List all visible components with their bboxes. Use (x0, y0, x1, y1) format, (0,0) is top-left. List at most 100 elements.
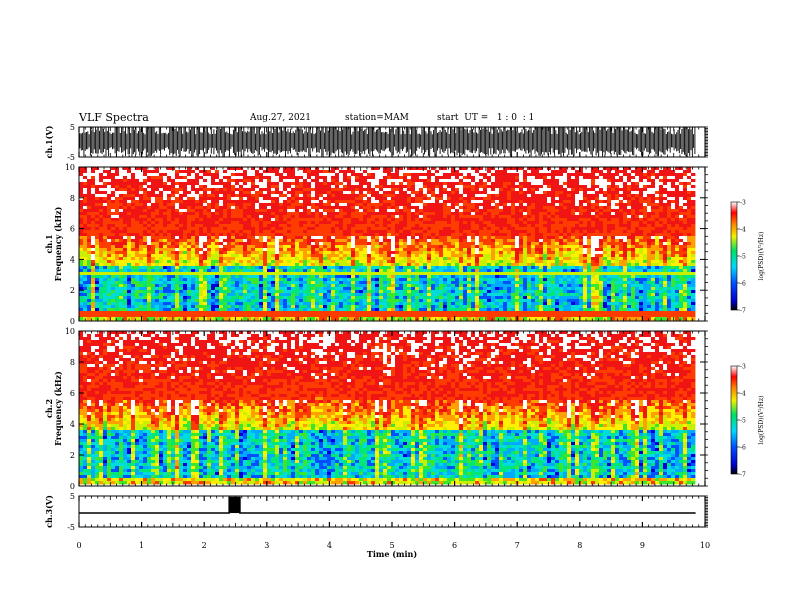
spectrogram-cell (423, 236, 428, 240)
spectrogram-cell (299, 194, 304, 198)
spectrogram-cell (391, 188, 396, 192)
spectrogram-cell (155, 179, 160, 183)
spectrogram-cell (83, 227, 88, 231)
spectrogram-cell (159, 314, 164, 318)
spectrogram-cell (135, 260, 140, 264)
spectrogram-cell (375, 260, 380, 264)
spectrogram-cell (363, 179, 368, 183)
spectrogram-cell (307, 287, 312, 291)
spectrogram-cell (271, 176, 276, 180)
spectrogram-cell (111, 269, 116, 273)
spectrogram-cell (447, 248, 452, 252)
spectrogram-cell (175, 218, 180, 222)
spectrogram-cell (175, 314, 180, 318)
spectrogram-cell (127, 224, 132, 228)
spectrogram-cell (439, 218, 444, 222)
spectrogram-cell (111, 188, 116, 192)
spectrogram-cell (211, 296, 216, 300)
spectrogram-cell (83, 188, 88, 192)
spectrogram-cell (279, 269, 284, 273)
spectrogram-cell (363, 302, 368, 306)
spectrogram-cell (247, 290, 252, 294)
spectrogram-cell (287, 230, 292, 234)
spectrogram-cell (271, 308, 276, 312)
spectrogram-cell (135, 281, 140, 285)
spectrogram-cell (203, 245, 208, 249)
spectrogram-cell (119, 311, 124, 315)
spectrogram-cell (131, 284, 136, 288)
spectrogram-cell (115, 179, 120, 183)
spectrogram-cell (119, 251, 124, 255)
spectrogram-cell (291, 176, 296, 180)
spectrogram-cell (147, 314, 152, 318)
spectrogram-cell (327, 236, 332, 240)
spectrogram-cell (203, 263, 208, 267)
spectrogram-cell (167, 290, 172, 294)
spectrogram-cell (83, 275, 88, 279)
spectrogram-cell (451, 191, 456, 195)
spectrogram-cell (119, 197, 124, 201)
spectrogram-cell (359, 314, 364, 318)
spectrogram-cell (463, 173, 468, 177)
spectrogram-cell (363, 170, 368, 174)
spectrogram-cell (339, 242, 344, 246)
spectrogram-cell (83, 221, 88, 225)
spectrogram-cell (283, 200, 288, 204)
spectrogram-cell (355, 239, 360, 243)
spectrogram-cell (451, 176, 456, 180)
spectrogram-cell (303, 302, 308, 306)
spectrogram-cell (463, 209, 468, 213)
spectrogram-cell (151, 299, 156, 303)
spectrogram-cell (83, 215, 88, 219)
spectrogram-cell (467, 293, 472, 297)
spectrogram-cell (343, 311, 348, 315)
spectrogram-cell (251, 290, 256, 294)
spectrogram-cell (123, 317, 128, 321)
spectrogram-cell (267, 275, 272, 279)
spectrogram-cell (227, 233, 232, 237)
spectrogram-cell (459, 176, 464, 180)
spectrogram-cell (423, 242, 428, 246)
spectrogram-cell (423, 194, 428, 198)
spectrogram-cell (227, 290, 232, 294)
spectrogram-cell (455, 239, 460, 243)
spectrogram-cell (275, 188, 280, 192)
spectrogram-cell (303, 173, 308, 177)
spectrogram-cell (83, 176, 88, 180)
spectrogram-cell (323, 293, 328, 297)
spectrogram-cell (411, 236, 416, 240)
spectrogram-cell (151, 209, 156, 213)
spectrogram-cell (107, 308, 112, 312)
spectrogram-cell (159, 272, 164, 276)
spectrogram-cell (215, 230, 220, 234)
spectrogram-cell (131, 314, 136, 318)
spectrogram-cell (307, 305, 312, 309)
spectrogram-cell (359, 230, 364, 234)
spectrogram-cell (283, 308, 288, 312)
spectrogram-cell (251, 203, 256, 207)
spectrogram-cell (339, 167, 344, 171)
spectrogram-cell (91, 239, 96, 243)
spectrogram-cell (235, 278, 240, 282)
spectrogram-cell (127, 296, 132, 300)
spectrogram-cell (79, 239, 84, 243)
spectrogram-cell (227, 260, 232, 264)
spectrogram-cell (175, 260, 180, 264)
spectrogram-cell (419, 269, 424, 273)
spectrogram-cell (359, 167, 364, 171)
spectrogram-cell (243, 281, 248, 285)
spectrogram-cell (299, 221, 304, 225)
spectrogram-cell (155, 227, 160, 231)
spectrogram-cell (391, 314, 396, 318)
spectrogram-cell (427, 206, 432, 210)
spectrogram-cell (255, 191, 260, 195)
spectrogram-cell (251, 251, 256, 255)
spectrogram-cell (275, 212, 280, 216)
spectrogram-cell (367, 308, 372, 312)
spectrogram-cell (199, 167, 204, 171)
spectrogram-cell (343, 281, 348, 285)
spectrogram-cell (463, 197, 468, 201)
spectrogram-cell (187, 170, 192, 174)
spectrogram-cell (423, 215, 428, 219)
spectrogram-cell (447, 170, 452, 174)
